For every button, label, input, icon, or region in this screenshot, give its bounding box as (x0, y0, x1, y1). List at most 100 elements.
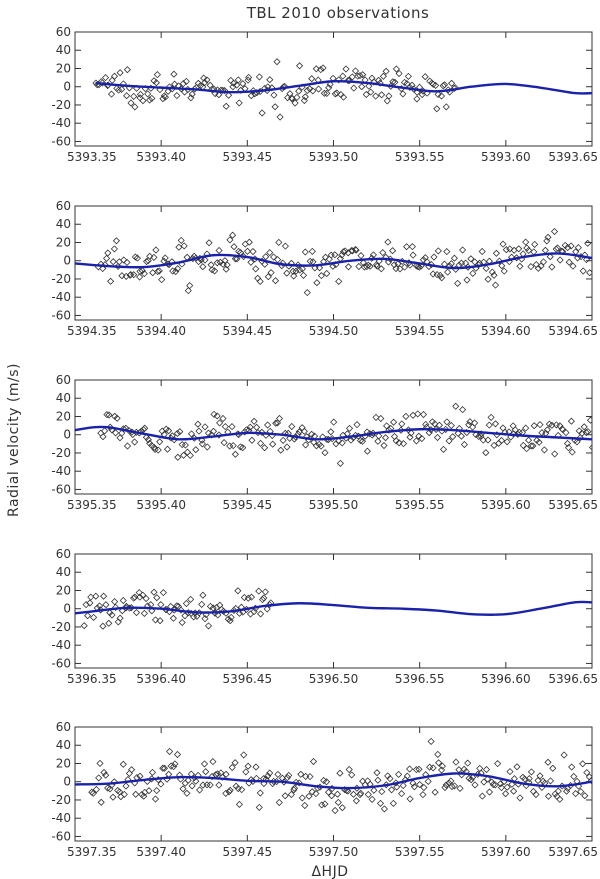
data-point (365, 82, 373, 90)
data-point (372, 92, 380, 100)
data-point (522, 424, 530, 432)
data-point (110, 245, 118, 253)
x-tick-label: 5396.35 (67, 672, 117, 686)
data-point (152, 246, 160, 254)
data-point (321, 449, 329, 457)
data-point (173, 602, 181, 610)
data-point (125, 769, 133, 777)
data-point (404, 72, 412, 80)
data-point (342, 65, 350, 73)
data-point (525, 775, 533, 783)
data-point (154, 446, 162, 454)
data-point (338, 804, 346, 812)
data-point (219, 86, 227, 94)
data-point (215, 91, 223, 99)
data-point (373, 262, 381, 270)
data-point (462, 259, 470, 267)
x-tick-label: 5396.50 (309, 672, 359, 686)
data-point (412, 437, 420, 445)
y-tick-label: 20 (56, 235, 71, 249)
data-point (357, 252, 365, 260)
data-point (199, 781, 207, 789)
data-point (82, 601, 90, 609)
data-point (359, 259, 367, 267)
data-point (317, 66, 325, 74)
data-point (130, 92, 138, 100)
y-tick-label: 0 (63, 254, 71, 268)
data-point (157, 601, 165, 609)
data-point (457, 432, 465, 440)
data-point (172, 267, 180, 276)
data-point (403, 80, 411, 88)
data-point (299, 271, 308, 279)
data-point (401, 263, 409, 271)
data-point (442, 425, 450, 433)
data-point (105, 411, 113, 419)
data-point (335, 437, 343, 445)
data-point (303, 433, 311, 441)
data-point (246, 610, 255, 618)
data-point (584, 428, 592, 436)
data-point (395, 770, 403, 778)
data-point (336, 769, 344, 777)
data-point (556, 795, 564, 803)
data-point (256, 277, 264, 285)
data-point (275, 238, 283, 246)
data-point (258, 109, 266, 117)
data-point (150, 588, 158, 596)
data-point (312, 442, 320, 450)
data-point (148, 607, 156, 615)
data-point (442, 103, 450, 111)
data-point (482, 449, 490, 457)
data-point (471, 781, 479, 789)
data-point (568, 448, 576, 456)
y-tick-label: -40 (51, 811, 71, 825)
data-point (184, 287, 192, 295)
y-tick-label: 20 (56, 583, 71, 597)
y-tick-label: -60 (51, 482, 71, 496)
data-point (488, 778, 496, 786)
data-point (258, 596, 267, 604)
figure-title: TBL 2010 observations (246, 4, 430, 22)
data-point (140, 609, 148, 617)
data-point (587, 776, 592, 784)
data-point (431, 788, 439, 796)
x-tick-label: 5397.65 (548, 845, 598, 859)
data-point (489, 780, 497, 789)
data-point (331, 251, 339, 259)
data-point (279, 83, 288, 91)
y-tick-label: 40 (56, 217, 71, 231)
data-point (377, 414, 385, 423)
data-point (291, 99, 299, 107)
data-point (216, 419, 224, 427)
data-point (398, 790, 406, 798)
data-point (429, 80, 437, 88)
data-point (409, 251, 417, 259)
data-point (358, 83, 366, 91)
data-point (213, 412, 221, 420)
data-point (297, 770, 305, 778)
y-tick-label: -60 (51, 656, 71, 670)
data-point (525, 436, 533, 444)
data-point (438, 762, 446, 770)
data-point (421, 73, 429, 81)
data-point (373, 769, 381, 777)
data-point (390, 261, 398, 269)
data-point (416, 780, 424, 789)
x-tick-label: 5397.60 (481, 845, 531, 859)
data-point (406, 795, 414, 803)
y-tick-label: -20 (51, 98, 71, 112)
data-point (177, 606, 185, 614)
y-tick-label: 40 (56, 391, 71, 405)
data-point (309, 87, 317, 95)
data-point (389, 247, 397, 255)
data-point (123, 92, 131, 100)
data-point (128, 766, 136, 774)
data-point (288, 94, 296, 102)
data-point (201, 256, 209, 264)
y-tick-label: 60 (56, 720, 71, 734)
data-point (263, 605, 271, 613)
data-point (167, 434, 175, 442)
data-point (283, 774, 291, 782)
data-point (266, 76, 274, 84)
